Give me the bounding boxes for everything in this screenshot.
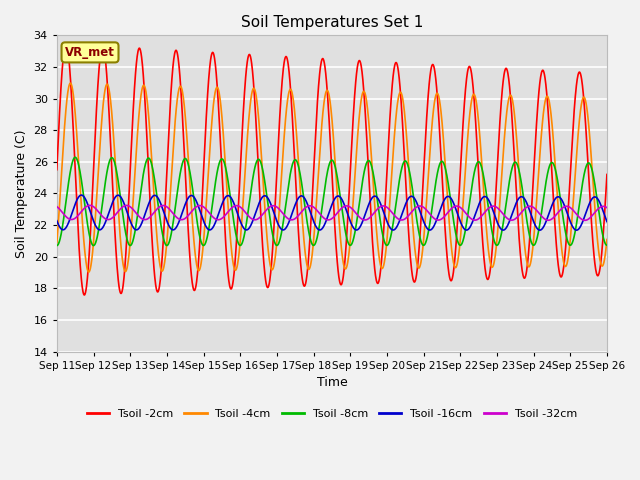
- Title: Soil Temperatures Set 1: Soil Temperatures Set 1: [241, 15, 423, 30]
- Text: VR_met: VR_met: [65, 46, 115, 59]
- Y-axis label: Soil Temperature (C): Soil Temperature (C): [15, 129, 28, 258]
- Legend: Tsoil -2cm, Tsoil -4cm, Tsoil -8cm, Tsoil -16cm, Tsoil -32cm: Tsoil -2cm, Tsoil -4cm, Tsoil -8cm, Tsoi…: [83, 405, 581, 423]
- X-axis label: Time: Time: [317, 376, 348, 389]
